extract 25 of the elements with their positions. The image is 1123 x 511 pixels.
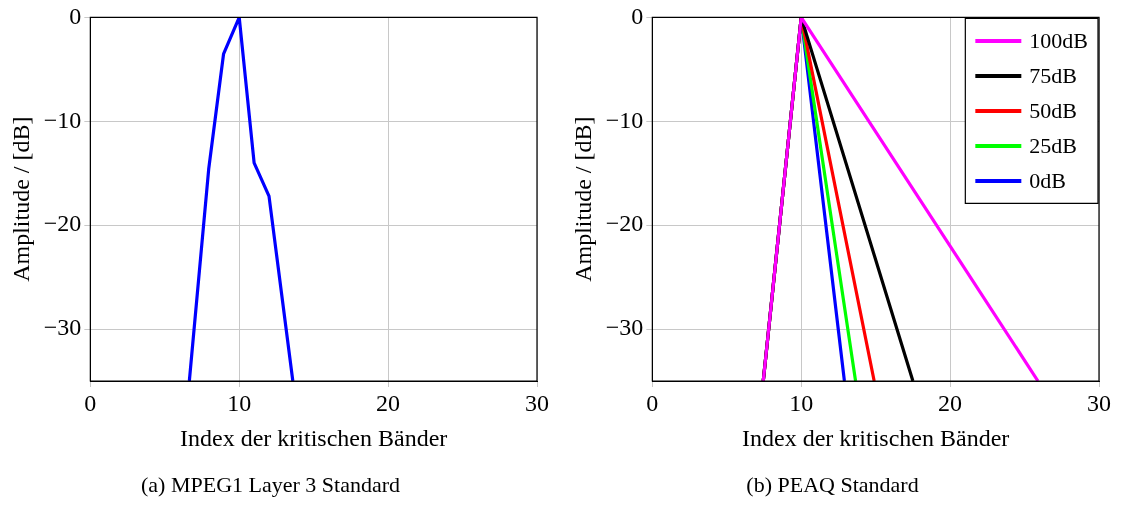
y-tick-label: −20: [43, 210, 82, 237]
y-axis-title: Amplitude / [dB]: [569, 116, 596, 282]
x-tick-label: 20: [938, 389, 963, 416]
y-tick-label: −30: [43, 314, 82, 341]
x-axis-title: Index der kritischen Bänder: [742, 425, 1010, 452]
text: (a) MPEG1 Layer 3 Standard: [140, 471, 401, 497]
y-tick-label: 0: [631, 2, 644, 29]
y-tick-label: 0: [69, 2, 82, 29]
y-tick-label: −10: [605, 106, 644, 133]
x-tick-label: 10: [227, 389, 252, 416]
y-tick-label: −20: [605, 210, 644, 237]
x-tick-label: 30: [525, 389, 549, 416]
legend-label: 75dB: [1029, 62, 1078, 88]
legend-label: 100dB: [1029, 27, 1089, 53]
y-tick-label: −10: [43, 106, 82, 133]
text: (b) PEAQ Standard: [746, 471, 919, 497]
x-tick-label: 10: [789, 389, 814, 416]
x-tick-label: 30: [1087, 389, 1111, 416]
x-tick-label: 20: [376, 389, 401, 416]
x-axis-title: Index der kritischen Bänder: [180, 425, 448, 452]
y-tick-label: −30: [605, 314, 644, 341]
y-axis-title: Amplitude / [dB]: [7, 116, 34, 282]
legend-label: 25dB: [1029, 132, 1078, 158]
legend-label: 50dB: [1029, 97, 1078, 123]
legend-label: 0dB: [1029, 167, 1067, 193]
